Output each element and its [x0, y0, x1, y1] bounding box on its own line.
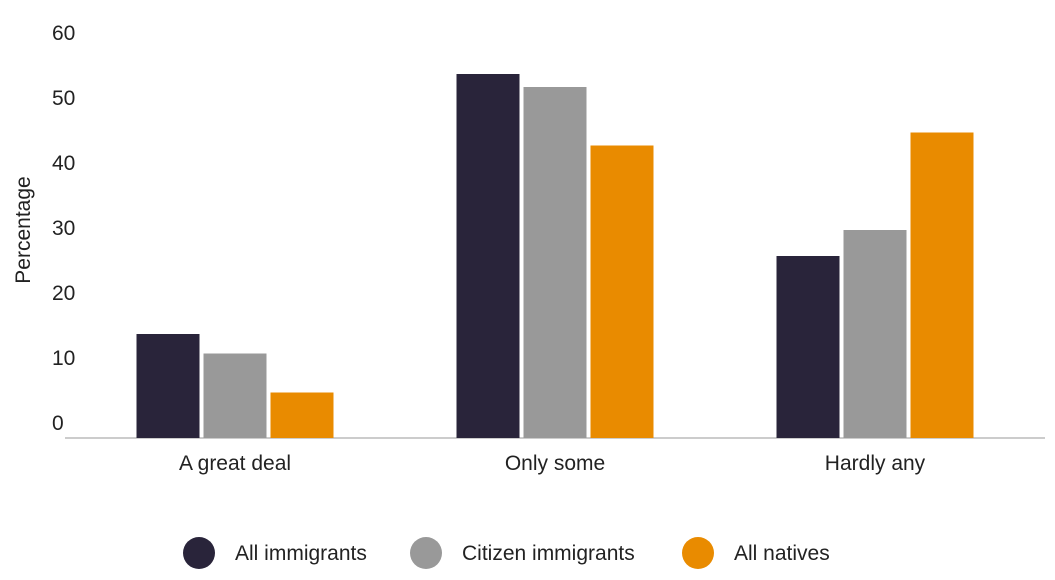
legend-marker: [682, 537, 714, 569]
bar: [136, 334, 200, 438]
bar: [910, 132, 974, 438]
legend-marker: [410, 537, 442, 569]
y-tick-label: 0: [52, 412, 64, 435]
bar: [776, 256, 840, 438]
legend-marker: [183, 537, 215, 569]
y-axis-label: Percentage: [12, 176, 35, 283]
legend-label: All natives: [734, 542, 830, 565]
bar: [203, 353, 267, 438]
y-tick-label: 20: [52, 282, 75, 305]
y-tick-label: 40: [52, 152, 75, 175]
bar: [523, 87, 587, 438]
x-tick-label: Hardly any: [825, 452, 926, 475]
bar: [270, 392, 334, 438]
y-tick-label: 50: [52, 87, 75, 110]
bar: [590, 145, 654, 438]
bar: [843, 230, 907, 438]
y-tick-label: 30: [52, 217, 75, 240]
legend-label: All immigrants: [235, 542, 367, 565]
y-tick-label: 10: [52, 347, 75, 370]
y-tick-label: 60: [52, 22, 75, 45]
bar: [456, 74, 520, 438]
x-tick-label: Only some: [505, 452, 605, 475]
legend-label: Citizen immigrants: [462, 542, 635, 565]
x-tick-label: A great deal: [179, 452, 291, 475]
